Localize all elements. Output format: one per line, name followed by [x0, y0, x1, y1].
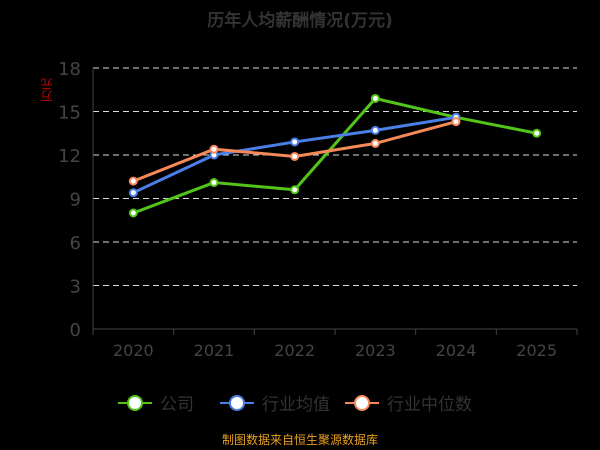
data-point	[290, 137, 300, 147]
data-point	[128, 208, 138, 218]
chart-title: 历年人均薪酬情况(万元)	[207, 11, 393, 31]
legend-marker	[229, 395, 245, 411]
data-point	[290, 185, 300, 195]
legend-label: 公司	[160, 395, 194, 415]
source-note: 制图数据来自恒生聚源数据库	[221, 433, 378, 447]
legend-marker	[354, 395, 370, 411]
y-tick-label: 3	[70, 277, 81, 298]
x-tick-label: 2023	[355, 341, 396, 360]
legend-label: 行业均值	[262, 395, 330, 415]
legend-label: 行业中位数	[387, 395, 472, 415]
legend-marker	[127, 395, 143, 411]
y-tick-label: 12	[58, 146, 81, 167]
data-point	[209, 178, 219, 188]
series-line-2	[132, 120, 457, 183]
x-tick-label: 2020	[113, 341, 154, 360]
data-point	[290, 151, 300, 161]
y-tick-label: 18	[58, 59, 81, 80]
data-point	[370, 93, 380, 103]
data-point	[532, 128, 542, 138]
y-tick-label: 15	[58, 103, 81, 124]
x-tick-label: 2025	[516, 341, 557, 360]
x-tick-label: 2022	[274, 341, 315, 360]
y-tick-label: 6	[70, 233, 81, 254]
data-point	[128, 176, 138, 186]
data-point	[209, 144, 219, 154]
x-tick-label: 2021	[194, 341, 235, 360]
data-point	[128, 188, 138, 198]
x-tick-label: 2024	[436, 341, 477, 360]
y-tick-label: 9	[70, 190, 81, 211]
data-point	[370, 125, 380, 135]
series-line-0	[132, 96, 537, 215]
data-point	[451, 117, 461, 127]
data-point	[370, 138, 380, 148]
y-tick-label: 0	[70, 320, 81, 341]
